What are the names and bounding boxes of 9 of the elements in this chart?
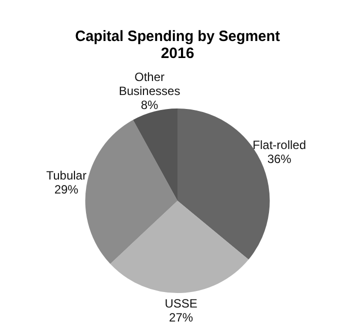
data-label: 36% [267, 152, 292, 166]
slice-label: Tubular [46, 168, 86, 182]
slice-label: Other Businesses [118, 70, 180, 98]
data-label: 8% [140, 98, 159, 112]
chart-title: Capital Spending by Segment 2016 [75, 28, 280, 62]
data-label: 27% [169, 310, 194, 324]
slice-label: Flat-rolled [252, 138, 306, 152]
slice-label: USSE [164, 296, 198, 310]
data-label: 29% [54, 182, 79, 196]
